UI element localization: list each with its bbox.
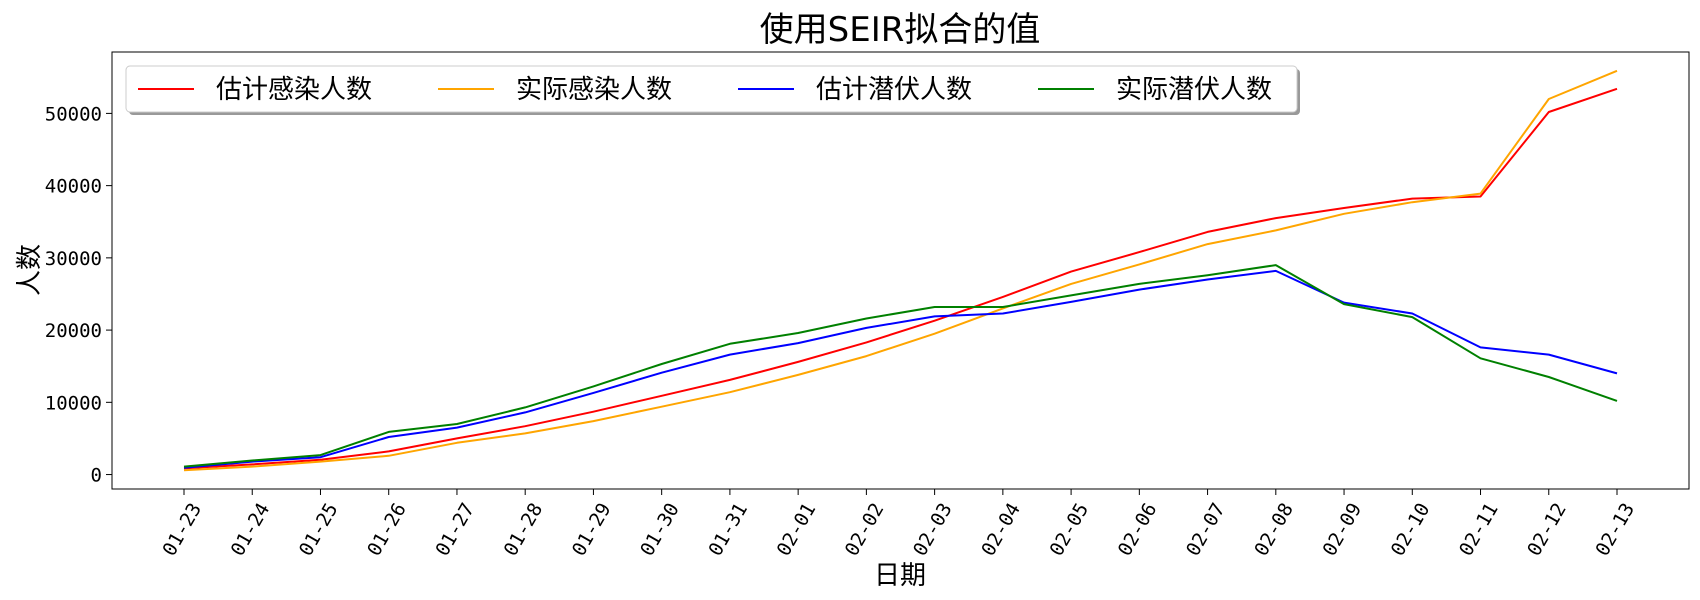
series-line-3 <box>183 264 1618 468</box>
y-tick-label: 30000 <box>45 248 102 270</box>
x-tick-label: 01-29 <box>568 499 616 560</box>
legend-label-3: 实际潜伏人数 <box>1116 75 1272 105</box>
x-tick-label: 02-08 <box>1250 499 1298 560</box>
y-axis: 0 10000 20000 30000 40000 50000 <box>45 103 112 487</box>
x-tick-label: 02-06 <box>1114 499 1162 560</box>
legend-label-2: 估计潜伏人数 <box>816 75 972 105</box>
x-tick-label: 02-12 <box>1523 499 1571 560</box>
x-tick-label: 02-03 <box>909 499 957 560</box>
x-tick-label: 02-10 <box>1387 499 1435 560</box>
series-lines <box>183 69 1618 472</box>
series-line-0 <box>183 87 1618 470</box>
x-tick-label: 01-30 <box>636 499 684 560</box>
y-tick-label: 10000 <box>45 392 102 414</box>
x-tick-label: 01-23 <box>158 499 206 560</box>
x-tick-label: 01-26 <box>363 499 411 560</box>
legend-box <box>125 65 1298 113</box>
x-tick-label: 01-27 <box>431 499 479 560</box>
x-axis-label: 日期 <box>874 561 926 591</box>
x-tick-label: 01-25 <box>295 499 343 560</box>
y-axis-label: 人数 <box>15 244 45 296</box>
x-tick-label: 02-09 <box>1318 499 1366 560</box>
y-tick-label: 20000 <box>45 320 102 342</box>
x-tick-label: 02-11 <box>1455 499 1503 560</box>
series-line-2 <box>183 269 1618 469</box>
x-tick-label: 01-28 <box>500 499 548 560</box>
plot-area-frame <box>111 51 1690 490</box>
x-tick-label: 01-24 <box>227 499 275 560</box>
x-tick-label: 01-31 <box>704 499 752 560</box>
y-tick-label: 40000 <box>45 176 102 198</box>
x-tick-label: 02-04 <box>977 499 1025 560</box>
x-tick-label: 02-01 <box>773 499 821 560</box>
x-axis: 01-23 01-24 01-25 01-26 01-27 01-28 01-29 01-30… <box>158 489 1639 560</box>
series-line-1 <box>183 69 1618 472</box>
y-tick-label: 0 <box>91 465 102 487</box>
x-tick-label: 02-05 <box>1046 499 1094 560</box>
legend-label-1: 实际感染人数 <box>516 75 672 105</box>
x-tick-label: 02-02 <box>841 499 889 560</box>
chart-title: 使用SEIR拟合的值 <box>760 10 1041 50</box>
y-tick-label: 50000 <box>45 103 102 125</box>
legend: 估计感染人数 实际感染人数 估计潜伏人数 实际潜伏人数 <box>125 65 1300 115</box>
legend-label-0: 估计感染人数 <box>216 75 372 105</box>
x-tick-label: 02-13 <box>1591 499 1639 560</box>
x-tick-label: 02-07 <box>1182 499 1230 560</box>
